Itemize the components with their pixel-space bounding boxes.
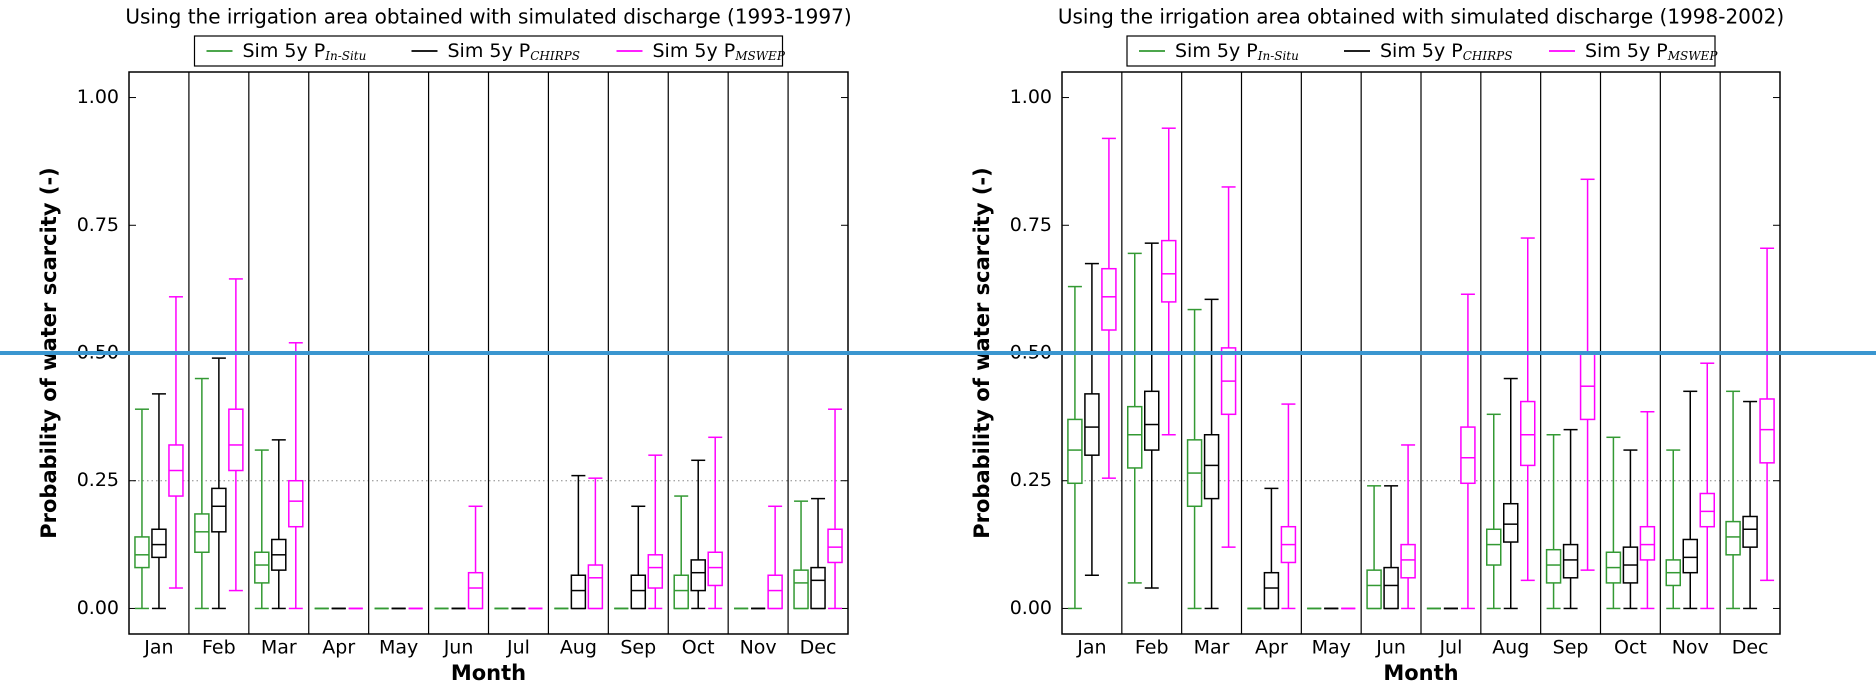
box <box>1460 426 1476 485</box>
x-axis-label: Month <box>1383 661 1458 685</box>
y-tick-label: 1.00 <box>1010 86 1052 108</box>
box <box>467 571 484 610</box>
box <box>690 559 706 592</box>
box <box>647 554 664 589</box>
x-tick-label: Apr <box>1255 637 1288 659</box>
box <box>1203 433 1220 500</box>
box <box>793 569 809 610</box>
legend-subscript: In-Situ <box>1257 49 1299 63</box>
box <box>1545 548 1562 584</box>
legend-name: Sim 5y P <box>1380 40 1463 62</box>
box <box>1639 525 1656 561</box>
x-tick-label: Jul <box>1438 637 1462 659</box>
x-tick-label: Mar <box>261 637 297 659</box>
box <box>1127 405 1143 469</box>
y-tick-label: 0.75 <box>1010 214 1052 236</box>
y-tick-label: 0.75 <box>77 214 119 236</box>
legend-label: Sim 5y PCHIRPS <box>1380 40 1512 63</box>
legend-name: Sim 5y P <box>1175 40 1258 62</box>
x-tick-label: Jul <box>506 637 530 659</box>
box <box>570 574 587 610</box>
legend-label: Sim 5y PMSWEP <box>653 40 786 63</box>
legend-subscript: MSWEP <box>734 49 786 63</box>
x-tick-label: Aug <box>560 637 597 659</box>
x-tick-label: Jun <box>443 637 474 659</box>
box <box>1067 418 1083 485</box>
legend-label: Sim 5y PCHIRPS <box>448 40 580 63</box>
y-tick-label: 0.00 <box>77 597 119 619</box>
legend-name: Sim 5y P <box>448 40 531 62</box>
box <box>194 513 210 554</box>
x-tick-label: Aug <box>1492 637 1529 659</box>
box <box>211 487 227 533</box>
x-tick-label: Feb <box>1135 637 1169 659</box>
box <box>810 566 826 610</box>
box <box>1759 398 1775 464</box>
legend-label: Sim 5y PIn-Situ <box>243 40 367 63</box>
legend-frame <box>193 35 784 67</box>
legend-subscript: CHIRPS <box>530 49 580 63</box>
box <box>151 528 167 559</box>
box <box>827 528 843 564</box>
x-tick-label: Feb <box>202 637 236 659</box>
y-tick-label: 1.00 <box>77 86 119 108</box>
x-tick-label: Apr <box>322 637 355 659</box>
box <box>707 551 723 587</box>
box <box>1520 400 1536 467</box>
box <box>587 564 604 610</box>
legend-name: Sim 5y P <box>243 40 326 62</box>
y-tick-label: 0.00 <box>1010 597 1052 619</box>
x-tick-label: Sep <box>620 637 656 659</box>
legend-name: Sim 5y P <box>653 40 736 62</box>
x-tick-label: Jan <box>1076 637 1106 659</box>
x-tick-label: Oct <box>1614 637 1647 659</box>
box <box>228 408 244 472</box>
y-tick-label: 0.25 <box>77 469 119 491</box>
y-tick-label: 0.25 <box>1010 469 1052 491</box>
box <box>1161 239 1177 303</box>
box <box>1742 515 1758 548</box>
box <box>1725 520 1741 556</box>
box <box>673 574 689 610</box>
legend-subscript: CHIRPS <box>1463 49 1513 63</box>
x-tick-label: Nov <box>740 637 777 659</box>
box <box>1084 393 1100 456</box>
box <box>1400 543 1416 579</box>
box <box>1263 571 1280 610</box>
box <box>1366 569 1382 610</box>
x-tick-label: Dec <box>800 637 837 659</box>
x-tick-label: Sep <box>1553 637 1589 659</box>
box <box>254 551 270 584</box>
legend-frame <box>1126 35 1716 67</box>
x-tick-label: May <box>1312 637 1351 659</box>
box <box>1503 502 1519 543</box>
x-tick-label: Nov <box>1672 637 1709 659</box>
box <box>1682 538 1698 574</box>
x-tick-label: Oct <box>682 637 715 659</box>
x-tick-label: May <box>379 637 418 659</box>
legend-label: Sim 5y PMSWEP <box>1585 40 1718 63</box>
x-tick-label: Jun <box>1375 637 1406 659</box>
box <box>630 574 647 610</box>
legend-name: Sim 5y P <box>1585 40 1668 62</box>
legend-subscript: In-Situ <box>324 49 366 63</box>
x-tick-label: Dec <box>1732 637 1769 659</box>
x-axis-label: Month <box>451 661 526 685</box>
box <box>1699 492 1715 528</box>
box <box>767 574 783 610</box>
box <box>1486 528 1502 566</box>
x-tick-label: Mar <box>1194 637 1230 659</box>
box <box>134 536 150 569</box>
chart-title: Using the irrigation area obtained with … <box>125 5 851 29</box>
box <box>288 479 304 528</box>
legend-subscript: MSWEP <box>1667 49 1719 63</box>
box <box>1144 390 1160 451</box>
box <box>1101 267 1117 331</box>
legend-label: Sim 5y PIn-Situ <box>1175 40 1299 63</box>
chart-title: Using the irrigation area obtained with … <box>1058 5 1784 29</box>
box <box>1562 543 1579 579</box>
box <box>1383 566 1399 610</box>
x-tick-label: Jan <box>143 637 173 659</box>
